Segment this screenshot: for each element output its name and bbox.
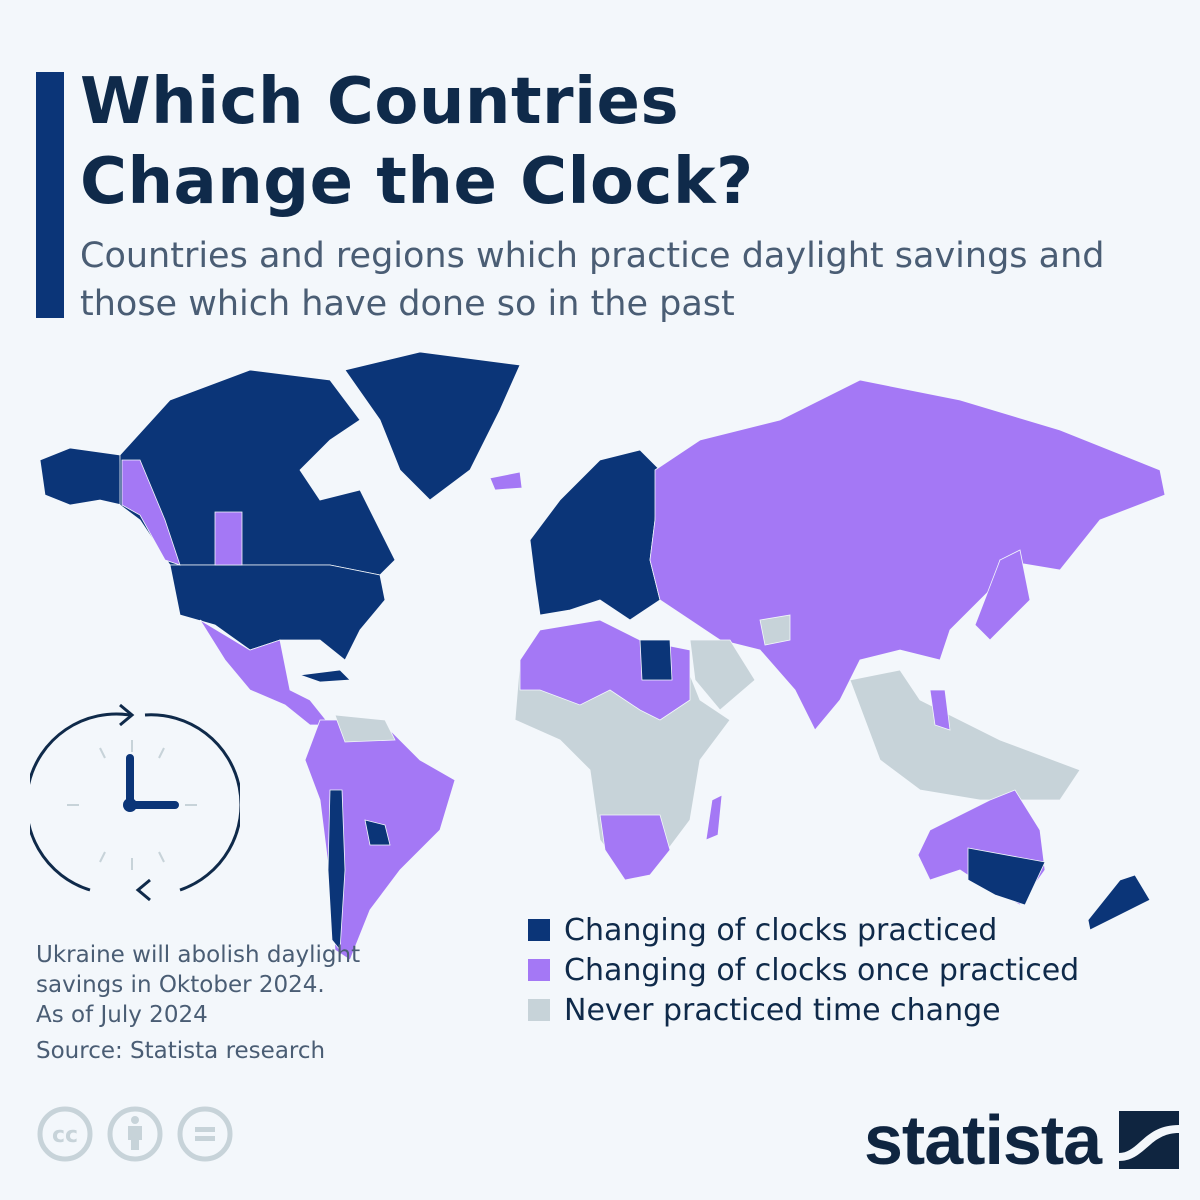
no-derivatives-icon[interactable] (176, 1105, 234, 1163)
statista-logo-icon (1119, 1111, 1180, 1169)
title-line-1: Which Countries (80, 65, 680, 139)
source: Source: Statista research (36, 1038, 326, 1064)
legend-item-never: Never practiced time change (528, 990, 1079, 1030)
region-chile (327, 789, 346, 952)
title-line-2: Change the Clock? (80, 145, 754, 219)
legend-item-once-practiced: Changing of clocks once practiced (528, 950, 1079, 990)
region-new-zealand (1087, 874, 1151, 931)
clock-icon (30, 703, 240, 902)
region-canada-purple (121, 459, 243, 566)
region-caribbean (299, 669, 351, 683)
world-map (39, 351, 1166, 960)
brand-name: statista (864, 1101, 1102, 1179)
subtitle: Countries and regions which practice day… (80, 236, 1105, 324)
statista-logo[interactable]: statista (864, 1100, 1180, 1180)
region-japan (974, 549, 1031, 641)
title-accent-bar (36, 72, 64, 318)
region-alaska (39, 447, 123, 506)
region-philippines (929, 689, 951, 731)
region-europe (529, 449, 661, 621)
license-icons: cc (36, 1105, 234, 1163)
region-se-asia (849, 669, 1081, 801)
legend-label: Never practiced time change (564, 992, 1001, 1028)
region-arabia (689, 639, 756, 711)
region-madagascar (705, 794, 723, 841)
region-usa (169, 564, 386, 661)
legend-item-practiced: Changing of clocks practiced (528, 910, 1079, 950)
legend-label: Changing of clocks once practiced (564, 952, 1080, 988)
attribution-icon[interactable] (106, 1105, 164, 1163)
page-title: Which Countries Change the Clock? (80, 62, 754, 222)
footnote: Ukraine will abolish daylight savings in… (36, 940, 436, 1030)
region-australia-se (967, 847, 1046, 906)
legend-label: Changing of clocks practiced (564, 912, 998, 948)
region-southern-africa (599, 814, 671, 881)
region-greenland (344, 351, 521, 501)
region-afghanistan (759, 614, 791, 646)
region-colombia-gray (334, 714, 396, 743)
region-iceland (489, 471, 523, 491)
legend-swatch (528, 959, 550, 981)
note-text: Ukraine will abolish daylight savings in… (36, 942, 361, 998)
region-paraguay (364, 819, 391, 846)
cc-icon[interactable]: cc (36, 1105, 94, 1163)
legend-swatch (528, 919, 550, 941)
legend-swatch (528, 999, 550, 1021)
svg-text:cc: cc (52, 1123, 78, 1148)
as-of-date: As of July 2024 (36, 1002, 208, 1028)
legend: Changing of clocks practiced Changing of… (528, 910, 1079, 1030)
region-egypt (639, 639, 673, 681)
